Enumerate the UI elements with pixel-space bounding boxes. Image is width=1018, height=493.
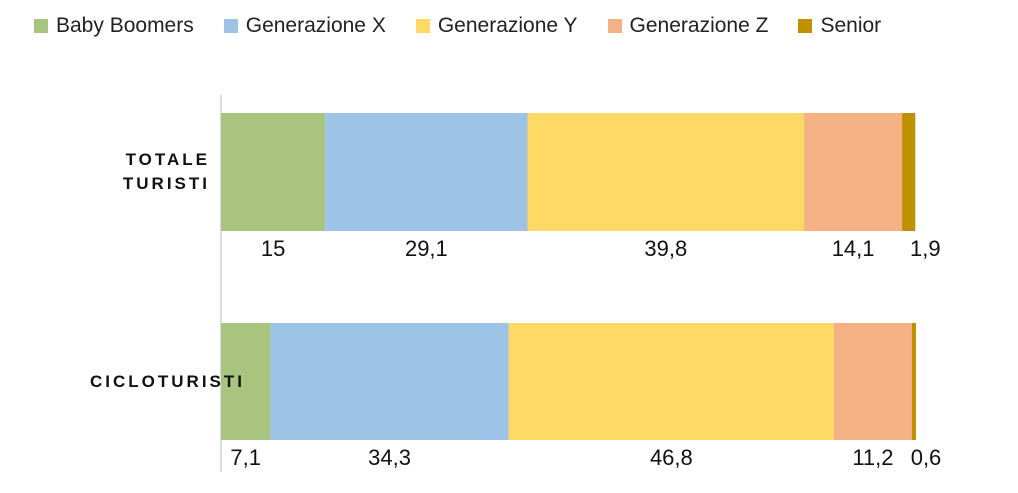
data-label: 34,3 [368,445,411,470]
bar-segment [508,323,834,440]
bar-segment [833,323,912,440]
data-label: 15 [261,236,285,261]
data-label: 39,8 [644,236,687,261]
legend-item: Senior [798,14,881,38]
bar-segment [221,323,271,440]
data-label: 29,1 [405,236,448,261]
bar-segment [270,323,509,440]
category-label: CICLOTURISTI [90,371,245,391]
legend-label: Generazione X [245,14,386,37]
legend-item: Generazione X [223,14,386,38]
legend-item: Generazione Y [415,14,578,38]
bar-segment [902,113,916,231]
data-label: 1,9 [910,236,941,261]
legend-swatch [607,19,622,33]
legend-item: Baby Boomers [34,14,194,38]
legend-label: Generazione Y [437,14,578,37]
data-label: 7,1 [230,445,261,470]
legend-label: Baby Boomers [56,14,194,37]
legend-swatch [415,19,430,33]
legend-item: Generazione Z [607,14,769,38]
bar-segment [911,323,916,440]
bar-segment [527,113,805,231]
legend-swatch [223,19,238,33]
data-label: 14,1 [832,236,875,261]
data-label: 0,6 [911,445,942,470]
bar-segment [325,113,528,231]
legend-swatch [34,19,48,33]
bar-segment [221,113,326,231]
data-label: 11,2 [852,445,893,470]
legend-label: Senior [820,14,882,37]
category-label: TOTALE TURISTI [122,150,210,193]
legend: Baby Boomers Generazione X Generazione Y Ge… [34,14,881,38]
legend-swatch [798,19,813,33]
data-label: 46,8 [650,445,693,470]
bar-segment [804,113,903,231]
legend-label: Generazione Z [629,14,769,37]
